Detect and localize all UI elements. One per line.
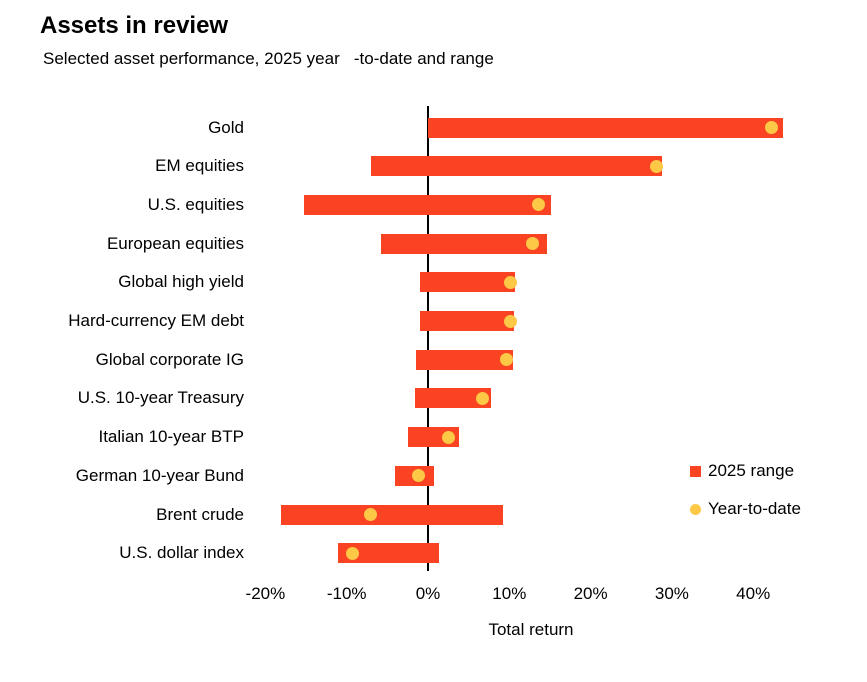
ytd-dot [500,353,514,367]
range-bar [380,233,547,254]
ytd-dot [504,275,518,289]
x-tick-label: 10% [492,584,527,603]
ytd-dot [525,237,539,251]
legend-item-ytd: Year-to-date [690,498,801,520]
x-tick-label: 30% [654,584,689,603]
zero-axis-line [427,106,429,571]
range-bar [371,156,663,177]
range-bar-swatch-icon [690,465,701,477]
category-label: Hard-currency EM debt [68,311,244,330]
category-label: U.S. dollar index [119,543,244,563]
ytd-dot [765,121,779,134]
ytd-dot [532,198,546,212]
x-axis-title: Total return [488,620,574,639]
ytd-dot [345,546,359,560]
legend-range-label: 2025 range [708,461,795,480]
x-tick-label: -20% [245,584,286,603]
x-tick-label: -10% [326,584,367,603]
ytd-dot [363,508,377,521]
x-tick-label: 40% [736,584,771,603]
range-bar [419,311,515,331]
category-label: Brent crude [156,504,244,524]
range-bar [415,349,514,370]
category-label: U.S. 10-year Treasury [77,388,244,408]
range-bar [280,504,503,525]
category-label: U.S. equities [147,194,244,214]
range-bar [303,194,551,215]
x-tick-label: 20% [573,584,608,603]
ytd-dot-swatch-icon [690,503,701,515]
legend: 2025 range Year-to-date [690,460,801,536]
chart-subtitle: Selected asset performance, 2025 year -t… [43,49,494,68]
category-label: Italian 10-year BTP [98,427,244,447]
x-tick-label: 0% [415,584,441,603]
range-bar [414,388,491,409]
category-label: Gold [208,117,244,137]
legend-ytd-label: Year-to-date [708,499,801,518]
ytd-dot [411,469,425,483]
category-label: EM equities [155,156,244,176]
category-label: Global high yield [118,272,244,292]
ytd-dot [475,391,489,405]
chart-title: Assets in review [40,12,229,39]
legend-item-range: 2025 range [690,460,801,482]
category-label: Global corporate IG [95,349,244,369]
category-label: German 10-year Bund [75,465,244,485]
ytd-dot [441,430,455,444]
ytd-dot [649,159,663,173]
ytd-dot [504,314,518,328]
category-label: European equities [106,233,244,253]
range-bar [428,117,784,138]
range-bar [337,543,439,564]
range-bar [419,272,515,293]
